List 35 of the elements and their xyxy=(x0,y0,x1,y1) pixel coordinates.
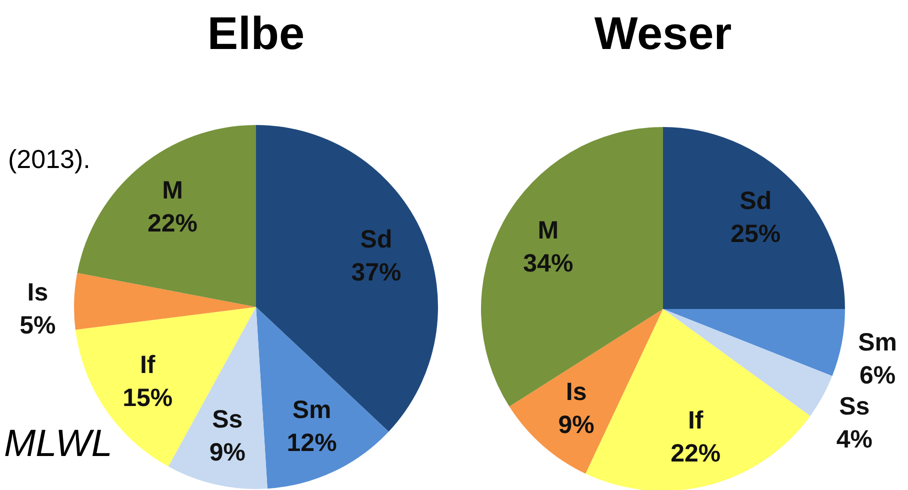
slice-label: Ss xyxy=(212,405,243,434)
slice-label: Sm xyxy=(858,328,897,356)
data-label: 25% xyxy=(730,220,781,248)
data-label: 4% xyxy=(836,426,872,454)
slice-label: Sm xyxy=(292,396,332,424)
text: (2013). xyxy=(8,144,90,174)
data-label: 9% xyxy=(558,410,594,439)
slice-label: Sd xyxy=(740,186,772,215)
pie-slice xyxy=(663,127,845,309)
pie-slice xyxy=(481,127,663,407)
slice-label: M xyxy=(162,176,183,205)
slice-label: Is xyxy=(566,378,587,406)
data-label: 5% xyxy=(20,312,56,340)
data-label: 22% xyxy=(670,439,721,468)
data-label: 6% xyxy=(859,361,896,390)
pie-slice xyxy=(256,125,438,432)
pie-slice xyxy=(663,309,845,376)
slice-label: If xyxy=(140,351,156,380)
slice-label: If xyxy=(688,406,704,434)
data-label: 34% xyxy=(523,249,574,278)
slice-label: Sd xyxy=(360,225,392,254)
text: MLWL xyxy=(4,423,112,465)
chart-title: Elbe xyxy=(207,7,305,59)
slice-label: Ss xyxy=(839,392,870,421)
slice-label: M xyxy=(538,216,559,244)
data-label: 37% xyxy=(351,258,402,286)
data-label: 9% xyxy=(209,438,246,466)
data-label: 12% xyxy=(286,429,337,458)
slice-label: Is xyxy=(27,278,48,307)
data-label: 22% xyxy=(147,210,198,238)
pie-slice xyxy=(256,307,389,489)
data-label: 15% xyxy=(122,384,173,412)
chart-title: Weser xyxy=(594,7,732,59)
pie-slice xyxy=(509,309,663,474)
pie-slice xyxy=(74,272,256,330)
